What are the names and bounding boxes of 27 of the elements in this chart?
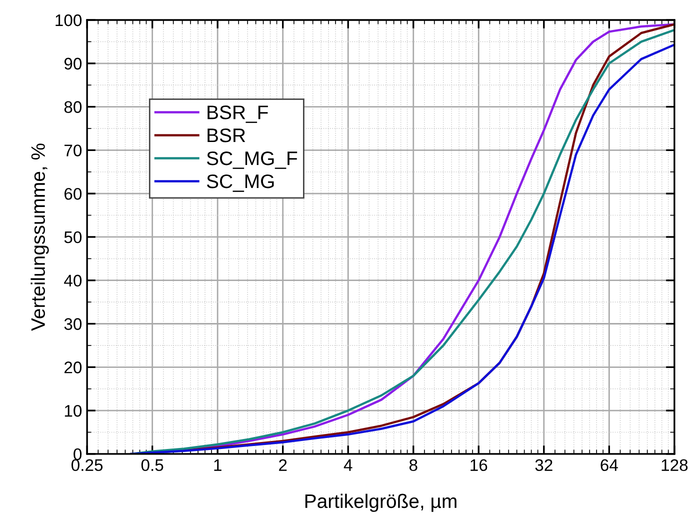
x-tick-label: 1 bbox=[214, 459, 222, 471]
x-tick-label: 32 bbox=[535, 459, 552, 472]
y-tick-label: 80 bbox=[64, 101, 82, 113]
legend-label: SC_MG bbox=[206, 174, 274, 192]
y-tick-label: 50 bbox=[64, 231, 82, 244]
y-tick-label: 10 bbox=[64, 404, 82, 417]
y-axis-title: Verteilungssumme, % bbox=[30, 144, 49, 331]
x-axis-title: Partikelgröße, µm bbox=[305, 494, 456, 512]
legend-label: SC_MG_F bbox=[206, 151, 298, 169]
y-tick-label: 0 bbox=[74, 448, 82, 460]
x-tick-label: 2 bbox=[279, 459, 287, 471]
y-tick-label: 40 bbox=[64, 274, 82, 287]
x-tick-label: 64 bbox=[600, 459, 618, 472]
x-tick-label: 8 bbox=[409, 459, 418, 472]
y-tick-label: 20 bbox=[64, 362, 82, 374]
legend-label: BSR bbox=[208, 128, 246, 142]
x-tick-label: 0.5 bbox=[141, 459, 164, 472]
legend-label: BSR_F bbox=[208, 105, 268, 123]
x-tick-label: 16 bbox=[470, 459, 488, 472]
y-tick-label: 90 bbox=[64, 58, 82, 70]
y-tick-label: 100 bbox=[56, 14, 82, 26]
y-tick-label: 60 bbox=[64, 188, 82, 200]
x-tick-label: 0.25 bbox=[72, 459, 103, 472]
y-tick-label: 70 bbox=[64, 144, 82, 156]
y-tick-label: 30 bbox=[64, 318, 82, 330]
x-tick-label: 128 bbox=[662, 459, 688, 472]
x-tick-label: 4 bbox=[344, 459, 352, 471]
